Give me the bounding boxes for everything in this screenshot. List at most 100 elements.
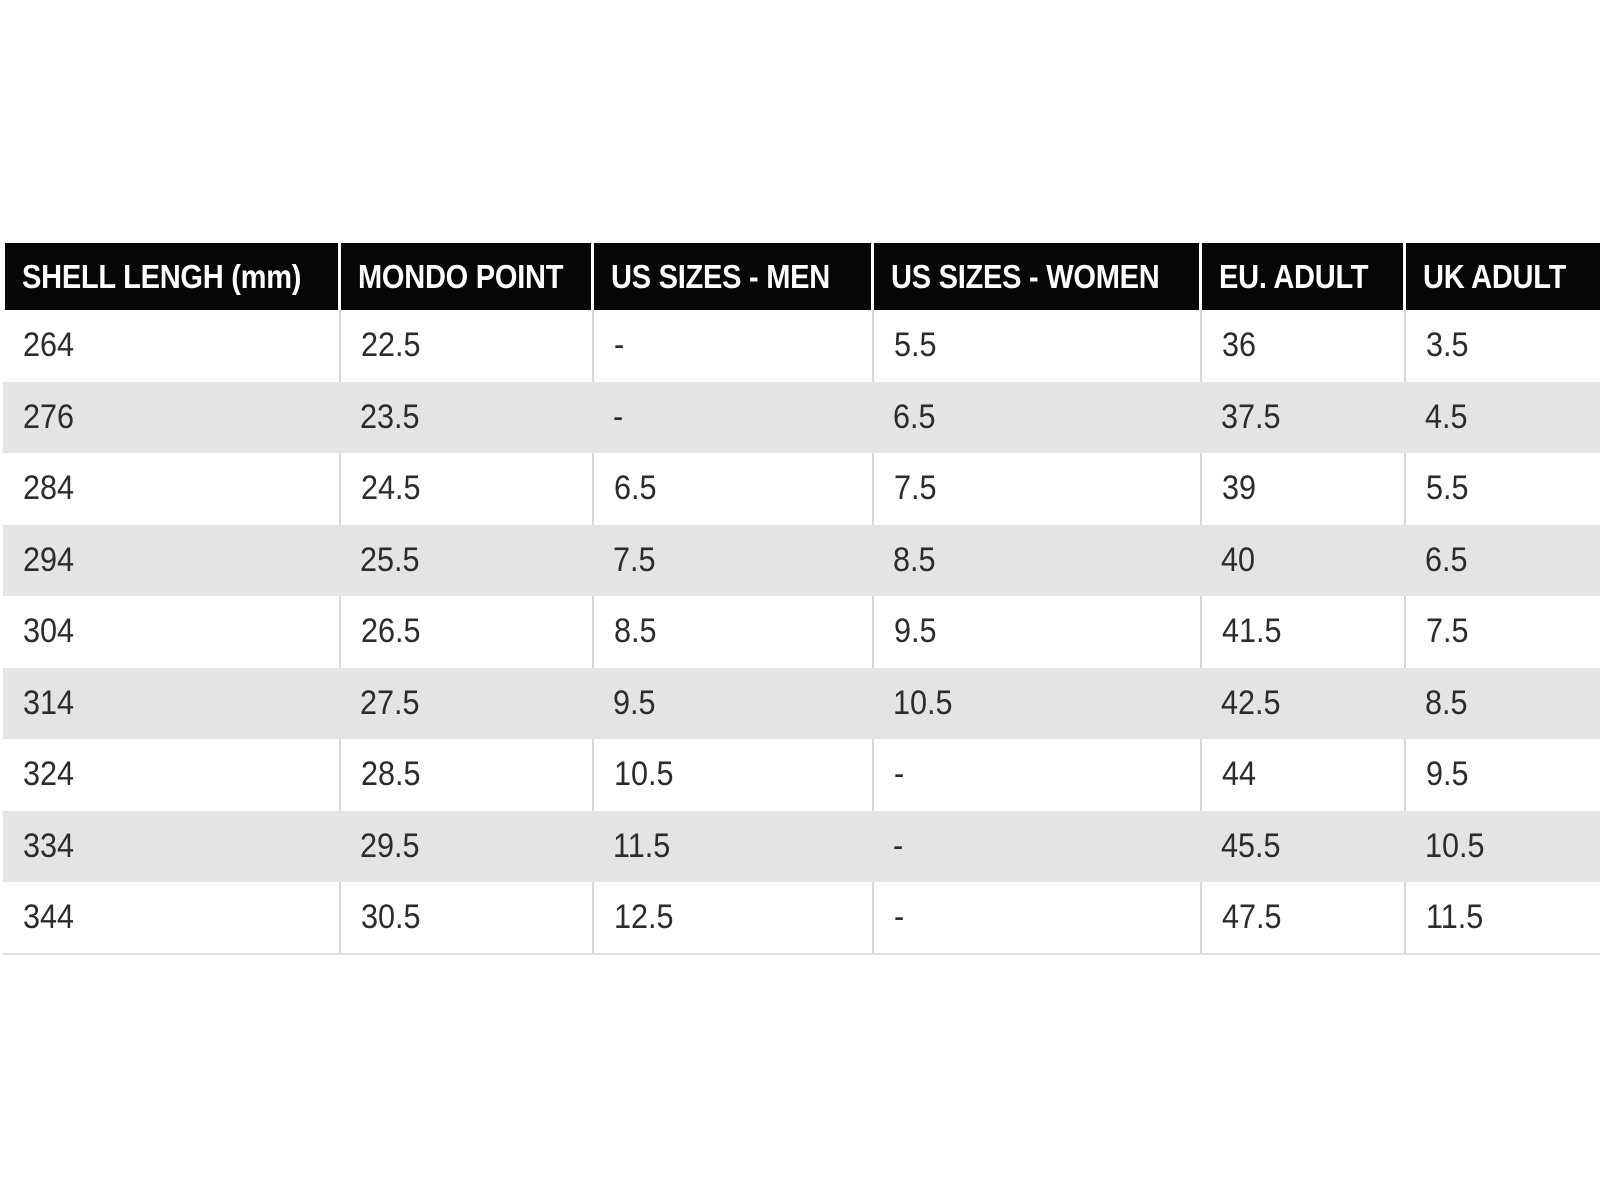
cell-uk-adult: 5.5 [1405, 453, 1600, 525]
cell-us-men: 7.5 [593, 525, 873, 597]
cell-shell-length: 304 [2, 596, 341, 668]
column-header-label: MONDO POINT [358, 257, 564, 295]
cell-uk-adult: 4.5 [1405, 382, 1600, 454]
cell-value: 26.5 [360, 612, 421, 651]
column-header-shell-length: SHELL LENGH (mm) [0, 243, 340, 310]
table-row: 304 26.5 8.5 9.5 41.5 7.5 [2, 596, 1600, 668]
cell-uk-adult: 8.5 [1405, 668, 1600, 740]
cell-value: - [893, 755, 904, 794]
cell-us-men: 12.5 [592, 882, 874, 955]
cell-value: 5.5 [1425, 469, 1469, 508]
table-row: 294 25.5 7.5 8.5 40 6.5 [2, 524, 1600, 597]
cell-value: - [893, 897, 904, 936]
cell-value: 344 [22, 897, 74, 936]
column-header-label: EU. ADULT [1219, 257, 1369, 295]
cell-uk-adult: 9.5 [1405, 739, 1600, 811]
cell-us-men: 6.5 [592, 453, 874, 525]
cell-shell-length: 276 [3, 382, 340, 454]
cell-eu-adult: 37.5 [1201, 382, 1405, 454]
cell-value: 40 [1220, 540, 1255, 579]
cell-us-women: - [873, 811, 1201, 883]
table-header: SHELL LENGH (mm) MONDO POINT US SIZES - … [0, 243, 1600, 310]
cell-eu-adult: 44 [1200, 739, 1406, 811]
cell-uk-adult: 7.5 [1405, 596, 1600, 668]
cell-value: 264 [22, 326, 74, 365]
cell-value: 334 [22, 826, 74, 865]
cell-value: 8.5 [613, 612, 657, 651]
cell-us-men: 10.5 [592, 739, 874, 811]
cell-us-women: 8.5 [873, 525, 1201, 597]
cell-value: 10.5 [1424, 826, 1485, 865]
cell-value: 28.5 [360, 755, 421, 794]
cell-value: 276 [22, 397, 74, 436]
cell-value: 9.5 [612, 683, 656, 722]
cell-value: 8.5 [892, 540, 936, 579]
cell-value: 44 [1221, 755, 1256, 794]
size-chart-table: SHELL LENGH (mm) MONDO POINT US SIZES - … [0, 243, 1600, 955]
cell-uk-adult: 6.5 [1405, 525, 1600, 597]
cell-value: 45.5 [1220, 826, 1281, 865]
cell-us-women: - [872, 739, 1202, 811]
header-row: SHELL LENGH (mm) MONDO POINT US SIZES - … [0, 243, 1600, 310]
cell-value: 39 [1221, 469, 1256, 508]
cell-mondo-point: 30.5 [339, 882, 594, 955]
cell-shell-length: 284 [2, 453, 341, 525]
cell-value: 24.5 [360, 469, 421, 508]
cell-uk-adult: 3.5 [1405, 310, 1600, 382]
cell-value: 27.5 [359, 683, 420, 722]
cell-value: 41.5 [1221, 612, 1282, 651]
cell-mondo-point: 25.5 [340, 525, 593, 597]
table-row: 276 23.5 - 6.5 37.5 4.5 [2, 381, 1600, 454]
cell-value: 314 [22, 683, 74, 722]
cell-value: 7.5 [612, 540, 656, 579]
cell-us-women: 10.5 [873, 668, 1201, 740]
column-header-label: US SIZES - MEN [611, 257, 830, 295]
cell-mondo-point: 28.5 [339, 739, 594, 811]
cell-value: 37.5 [1220, 397, 1281, 436]
cell-value: 8.5 [1424, 683, 1468, 722]
column-header-us-sizes-women: US SIZES - WOMEN [871, 243, 1201, 310]
cell-us-women: 7.5 [872, 453, 1202, 525]
cell-value: 30.5 [360, 897, 421, 936]
cell-value: 4.5 [1424, 397, 1468, 436]
cell-value: - [612, 397, 623, 436]
cell-us-men: 8.5 [592, 596, 874, 668]
cell-value: 6.5 [1424, 540, 1468, 579]
cell-value: 11.5 [612, 826, 670, 865]
cell-value: 12.5 [613, 897, 674, 936]
cell-value: 25.5 [359, 540, 420, 579]
column-header-label: SHELL LENGH (mm) [22, 257, 302, 295]
cell-shell-length: 344 [2, 882, 341, 955]
cell-value: 36 [1221, 326, 1256, 365]
column-header-label: UK ADULT [1423, 257, 1567, 295]
cell-shell-length: 314 [3, 668, 340, 740]
cell-value: 6.5 [892, 397, 936, 436]
cell-value: 284 [22, 469, 74, 508]
cell-shell-length: 324 [2, 739, 341, 811]
cell-value: 5.5 [893, 326, 937, 365]
cell-eu-adult: 36 [1200, 310, 1406, 382]
cell-value: - [613, 326, 624, 365]
table-row: 334 29.5 11.5 - 45.5 10.5 [2, 810, 1600, 883]
cell-value: 10.5 [892, 683, 953, 722]
cell-value: 29.5 [359, 826, 420, 865]
table-row: 264 22.5 - 5.5 36 3.5 [2, 310, 1600, 382]
cell-us-women: 5.5 [872, 310, 1202, 382]
cell-us-men: 9.5 [593, 668, 873, 740]
cell-value: 9.5 [1425, 755, 1469, 794]
cell-eu-adult: 45.5 [1201, 811, 1405, 883]
cell-eu-adult: 42.5 [1201, 668, 1405, 740]
cell-value: - [892, 826, 903, 865]
cell-eu-adult: 47.5 [1200, 882, 1406, 955]
cell-us-men: - [592, 310, 874, 382]
cell-value: 42.5 [1220, 683, 1281, 722]
cell-value: 7.5 [893, 469, 937, 508]
cell-shell-length: 264 [2, 310, 341, 382]
cell-value: 324 [22, 755, 74, 794]
cell-value: 294 [22, 540, 74, 579]
cell-us-men: 11.5 [593, 811, 873, 883]
cell-value: 23.5 [359, 397, 420, 436]
column-header-label: US SIZES - WOMEN [891, 257, 1160, 295]
cell-value: 3.5 [1425, 326, 1469, 365]
cell-mondo-point: 23.5 [340, 382, 593, 454]
